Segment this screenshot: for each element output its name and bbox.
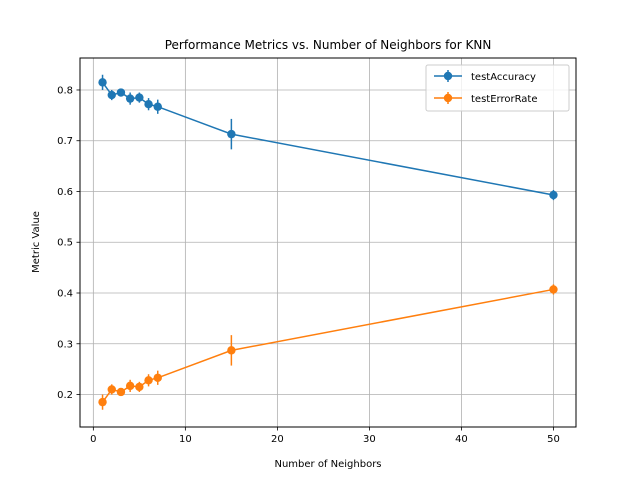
data-point xyxy=(98,397,107,407)
y-tick-label: 0.6 xyxy=(57,187,73,198)
data-point xyxy=(107,90,116,100)
y-axis-label: Metric Value xyxy=(31,211,42,273)
data-point xyxy=(549,285,558,294)
series-line xyxy=(101,288,554,403)
data-point xyxy=(153,102,162,111)
series-testAccuracy xyxy=(98,74,558,201)
x-tick-label: 10 xyxy=(179,434,192,445)
data-point xyxy=(125,94,135,103)
x-tick-label: 40 xyxy=(455,434,468,445)
data-point xyxy=(144,376,153,385)
data-point xyxy=(153,373,162,382)
data-point xyxy=(116,387,126,397)
grid-lines xyxy=(80,58,576,427)
x-axis-label: Number of Neighbors xyxy=(274,459,381,470)
legend-label: testErrorRate xyxy=(471,94,538,105)
series-layer xyxy=(98,74,558,410)
y-tick-label: 0.7 xyxy=(57,136,73,147)
data-point xyxy=(227,129,236,139)
data-point xyxy=(144,99,153,109)
legend: testAccuracy testErrorRate xyxy=(425,64,570,112)
chart-title: Performance Metrics vs. Number of Neighb… xyxy=(165,38,492,52)
x-tick-label: 50 xyxy=(547,434,560,445)
series-testErrorRate xyxy=(98,284,558,410)
legend-swatch-marker xyxy=(443,93,453,103)
data-point xyxy=(549,190,558,200)
x-tick-label: 30 xyxy=(363,434,376,445)
data-point xyxy=(107,385,116,394)
legend-swatch-marker xyxy=(443,71,453,81)
y-tick-label: 0.8 xyxy=(57,85,73,96)
y-tick-label: 0.4 xyxy=(57,289,73,300)
x-tick-label: 20 xyxy=(271,434,284,445)
data-point xyxy=(125,381,135,391)
y-tick-label: 0.2 xyxy=(57,390,73,401)
data-point xyxy=(135,93,144,102)
data-point xyxy=(227,346,236,355)
data-point xyxy=(116,88,126,97)
legend-label: testAccuracy xyxy=(471,72,536,83)
y-tick-label: 0.3 xyxy=(57,339,73,350)
axis-ticks: 0 10 20 30 40 50 0.2 0.3 0.4 0.5 0.6 0.7 0.8 xyxy=(57,85,560,445)
y-tick-label: 0.5 xyxy=(57,238,73,249)
data-point xyxy=(98,78,107,87)
data-point xyxy=(135,382,144,392)
x-tick-label: 0 xyxy=(90,434,96,445)
